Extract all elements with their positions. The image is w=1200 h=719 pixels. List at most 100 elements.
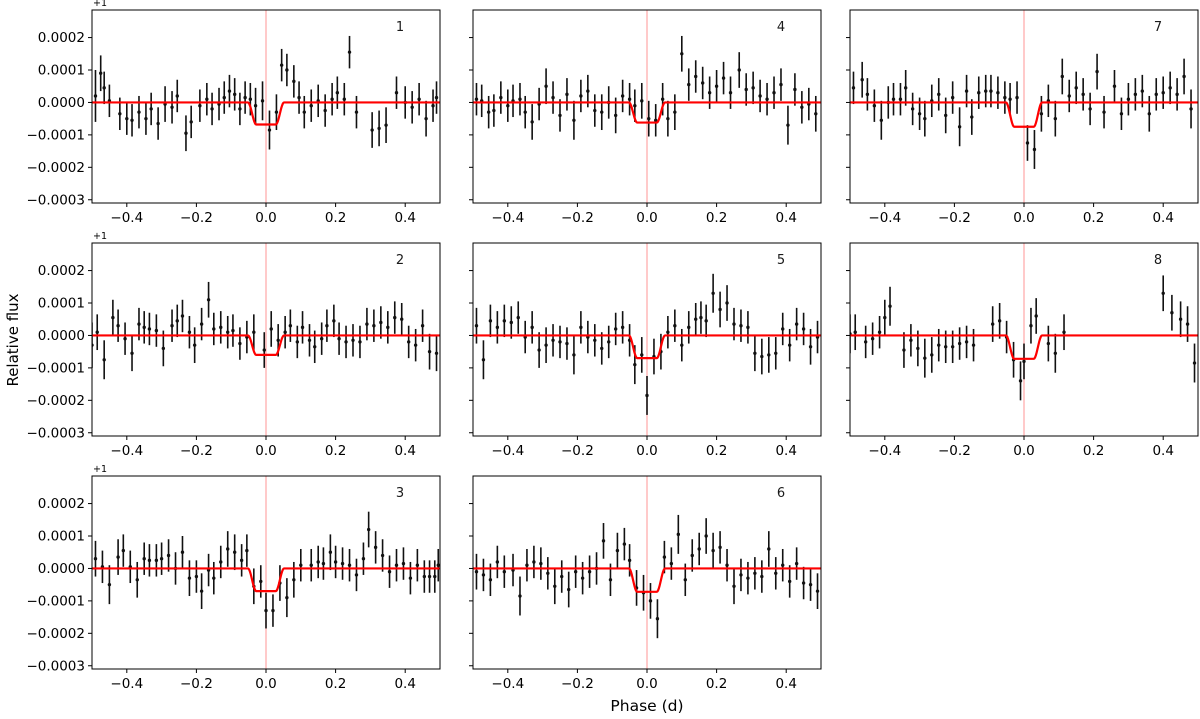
transit-model-line [473,101,821,124]
subplot-panel-5: −0.4 −0.2 0.0 0.2 0.4 5 [387,231,831,471]
transit-model-line [92,334,440,357]
light-curve-plot: −0.4 −0.2 0.0 0.2 0.4 0.0002 0.0001 0.0000 −0.00… [26,0,441,226]
transit-model-line [850,101,1198,128]
light-curve-plot: −0.4 −0.2 0.0 0.2 0.4 4 [469,9,822,226]
subplot-panel-2: −0.4 −0.2 0.0 0.2 0.4 0.0002 0.0001 0.0000 −0.00… [6,231,450,471]
x-tick-label: 0.4 [394,210,415,226]
y-tick-label: 0.0002 [38,263,85,279]
subplot-panel-3: −0.4 −0.2 0.0 0.2 0.4 0.0002 0.0001 0.0000 −0.00… [6,464,450,704]
data-points [93,35,439,152]
x-axis-label: Phase (d) [610,697,684,715]
x-tick-label: −0.2 [180,443,213,459]
subplot-panel-1: −0.4 −0.2 0.0 0.2 0.4 0.0002 0.0001 0.0000 −0.00… [6,0,450,238]
y-axis-offset-text: +1 [93,231,107,242]
y-tick-label: 0.0001 [38,529,85,545]
y-tick-label: 0.0002 [38,496,85,512]
x-tick-label: −0.4 [491,676,524,692]
x-tick-label: 0.4 [1152,210,1173,226]
x-tick-label: 0.2 [1083,443,1104,459]
x-tick-label: 0.4 [775,443,796,459]
x-tick-label: −0.2 [180,676,213,692]
y-tick-label: −0.0001 [26,360,85,376]
x-tick-label: 0.4 [775,676,796,692]
y-tick-label: −0.0002 [26,626,85,642]
x-tick-label: 0.4 [1152,443,1173,459]
y-tick-label: −0.0002 [26,160,85,176]
data-points [850,275,1197,401]
panel-number-label: 4 [777,20,785,35]
x-tick-label: −0.2 [561,676,594,692]
transit-model-line [850,334,1198,360]
x-tick-label: 0.2 [706,443,727,459]
light-curve-plot: −0.4 −0.2 0.0 0.2 0.4 5 [469,242,822,459]
x-tick-label: 0.0 [255,210,276,226]
panel-number-label: 7 [1154,20,1162,35]
light-curve-plot: −0.4 −0.2 0.0 0.2 0.4 8 [846,242,1199,459]
x-tick-label: 0.0 [636,676,657,692]
x-tick-label: 0.2 [706,676,727,692]
subplot-panel-6: −0.4 −0.2 0.0 0.2 0.4 6 [387,464,831,704]
data-points [474,35,818,145]
y-tick-label: 0.0002 [38,30,85,46]
panel-number-label: 1 [396,20,404,35]
y-tick-label: 0.0000 [38,328,85,344]
x-tick-label: −0.2 [180,210,213,226]
x-tick-label: 0.2 [325,443,346,459]
y-tick-label: −0.0003 [26,658,85,674]
light-curve-plot: −0.4 −0.2 0.0 0.2 0.4 0.0002 0.0001 0.0000 −0.00… [26,464,441,692]
y-tick-label: 0.0000 [38,561,85,577]
subplot-panel-8: −0.4 −0.2 0.0 0.2 0.4 8 [764,231,1200,471]
light-curve-plot: −0.4 −0.2 0.0 0.2 0.4 0.0002 0.0001 0.0000 −0.00… [26,231,441,459]
x-tick-label: 0.2 [706,210,727,226]
x-tick-label: −0.2 [561,210,594,226]
x-tick-label: 0.0 [255,676,276,692]
data-points [851,53,1193,169]
y-tick-label: −0.0003 [26,192,85,208]
y-tick-label: −0.0001 [26,127,85,143]
x-tick-label: −0.4 [110,676,143,692]
y-tick-label: −0.0002 [26,393,85,409]
x-tick-label: 0.0 [1013,443,1034,459]
x-tick-label: 0.2 [1083,210,1104,226]
panel-number-label: 3 [396,486,404,501]
data-points [93,511,440,629]
x-tick-label: −0.4 [868,443,901,459]
x-tick-label: 0.4 [394,443,415,459]
x-tick-label: 0.4 [394,676,415,692]
x-tick-label: 0.0 [1013,210,1034,226]
x-tick-label: 0.2 [325,210,346,226]
y-tick-label: 0.0001 [38,63,85,79]
panel-number-label: 5 [777,253,785,268]
subplot-panel-7: −0.4 −0.2 0.0 0.2 0.4 7 [764,0,1200,238]
transit-model-line [473,334,821,360]
panel-number-label: 6 [777,486,785,501]
x-tick-label: 0.2 [325,676,346,692]
y-tick-label: −0.0003 [26,425,85,441]
y-axis-offset-text: +1 [93,464,107,475]
x-tick-label: −0.2 [938,443,971,459]
x-tick-label: −0.4 [491,210,524,226]
x-tick-label: −0.2 [938,210,971,226]
x-tick-label: 0.0 [255,443,276,459]
x-tick-label: −0.4 [110,210,143,226]
panel-number-label: 2 [396,253,404,268]
x-tick-label: 0.0 [636,210,657,226]
y-axis-offset-text: +1 [93,0,107,9]
y-tick-label: 0.0001 [38,296,85,312]
x-tick-label: −0.4 [491,443,524,459]
light-curve-plot: −0.4 −0.2 0.0 0.2 0.4 7 [846,9,1199,226]
x-tick-label: −0.4 [110,443,143,459]
transit-model-line [473,567,821,593]
x-tick-label: −0.2 [561,443,594,459]
x-tick-label: 0.0 [636,443,657,459]
transit-model-line [92,567,440,593]
y-tick-label: 0.0000 [38,95,85,111]
light-curve-plot: −0.4 −0.2 0.0 0.2 0.4 6 [469,475,822,692]
x-tick-label: 0.4 [775,210,796,226]
subplot-panel-4: −0.4 −0.2 0.0 0.2 0.4 4 [387,0,831,238]
x-tick-label: −0.4 [868,210,901,226]
transit-model-line [92,101,440,126]
y-tick-label: −0.0001 [26,593,85,609]
panel-number-label: 8 [1154,253,1162,268]
